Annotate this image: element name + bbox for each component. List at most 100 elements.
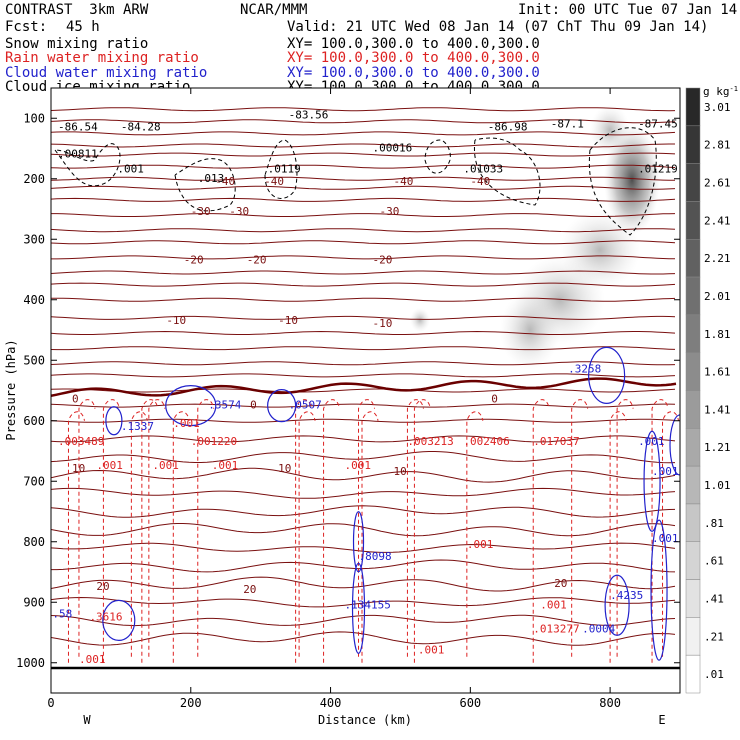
snow-label: -84.28 [121, 120, 161, 133]
cloud-water-contour [588, 346, 626, 404]
colorbar-swatch [685, 390, 701, 429]
temperature-isotherm [51, 505, 676, 518]
temperature-isotherm [51, 197, 676, 202]
isotherm-label: -10 [278, 314, 298, 327]
snow-label: -87.45 [638, 117, 678, 130]
colorbar-swatch [685, 541, 701, 580]
rain-contour [358, 399, 376, 657]
colorbar-swatch [685, 428, 701, 467]
colorbar-level-label: 1.01 [704, 479, 731, 492]
isotherm-label: 0 [72, 393, 79, 406]
rain-label: .003489 [58, 435, 104, 448]
rain-contour [130, 411, 148, 657]
y-tick-label: 800 [23, 535, 45, 549]
y-tick-label: 900 [23, 595, 45, 609]
cloud-water-contours [102, 346, 680, 661]
rain-labels: .003489 .001 .001 .001 .001220 .001 .001 .00321… [58, 417, 580, 666]
isotherm-label: -30 [229, 205, 249, 218]
temperature-isotherm [51, 487, 676, 499]
cloud-water-label: .8098 [359, 550, 392, 563]
snow-label: -87.1 [551, 117, 584, 130]
temperature-isotherm [51, 559, 676, 573]
ice-plume-4 [590, 105, 630, 155]
rain-contour [298, 411, 316, 657]
isotherm-label: 20 [243, 583, 256, 596]
rain-label: .001 [345, 459, 372, 472]
snow-label: -86.98 [488, 120, 528, 133]
isotherm-label: 20 [96, 580, 109, 593]
snow-contour-2 [174, 158, 236, 212]
isotherm-label: -20 [247, 253, 267, 266]
x-tick-label: 600 [459, 696, 481, 710]
isotherm-label: -10 [372, 317, 392, 330]
colorbar-level-label: 2.81 [704, 139, 731, 152]
colorbar-level-label: 1.61 [704, 366, 731, 379]
cloud-water-contour [351, 562, 366, 654]
rain-label: .001 [467, 538, 494, 551]
colorbar: 3.01 2.81 2.61 2.41 2.21 2.01 1.81 1.61 1.41 1.21… [685, 87, 731, 694]
y-tick-label: 1000 [16, 656, 45, 670]
isotherm-label: 10 [72, 462, 85, 475]
colorbar-level-label: .81 [704, 517, 724, 530]
temperature-isotherm [51, 164, 676, 169]
temperature-isotherm [51, 185, 676, 190]
cloud-water-contour [102, 599, 136, 642]
isotherm-label: -40 [264, 175, 284, 188]
y-tick-label: 300 [23, 232, 45, 246]
isotherm-label: -30 [191, 205, 211, 218]
isotherm-label: -20 [184, 253, 204, 266]
temperature-isotherm [51, 361, 676, 366]
colorbar-swatch [685, 163, 701, 202]
rain-contour [616, 399, 634, 657]
colorbar-level-label: 3.01 [704, 101, 731, 114]
isotherm-label: 10 [393, 465, 406, 478]
rain-contour [78, 399, 96, 657]
isotherm-label: 0 [491, 393, 498, 406]
colorbar-swatch [685, 352, 701, 391]
freezing-level-line [51, 377, 677, 398]
snow-label: .01219 [638, 163, 678, 176]
temperature-isotherm [51, 596, 676, 608]
rain-contour [148, 399, 166, 657]
temperature-isotherm [51, 467, 676, 483]
snow-contour-1 [54, 143, 121, 187]
rain-contour [323, 399, 341, 663]
temperature-isotherm [51, 107, 676, 112]
cloud-water-contour [669, 414, 680, 476]
y-tick-label: 500 [23, 353, 45, 367]
y-tick-label: 400 [23, 293, 45, 307]
temperature-isotherm [51, 143, 675, 148]
cloud-water-contour [105, 406, 123, 436]
field-rain-xy: XY= 100.0,300.0 to 400.0,300.0 [287, 50, 540, 66]
snow-label: .00016 [372, 142, 412, 155]
temperature-isotherm [51, 346, 676, 351]
isotherm-label: -40 [393, 175, 413, 188]
temperature-isotherm [51, 373, 676, 378]
rain-label: .017037 [533, 435, 579, 448]
colorbar-swatch [685, 276, 701, 316]
temperature-isotherm [51, 152, 676, 157]
temperature-isotherm [51, 403, 676, 408]
x-end-label-east: E [658, 713, 665, 727]
temperature-isotherm [51, 315, 676, 320]
temperature-isotherm [51, 131, 676, 136]
cloud-ice-shading [410, 105, 660, 370]
plot-frame [50, 87, 681, 694]
cloud-water-label: .134155 [345, 598, 391, 611]
snow-label: .013 [198, 172, 225, 185]
colorbar-level-label: .01 [704, 668, 724, 681]
temperature-isotherm [51, 330, 676, 335]
rain-label: .001 [152, 459, 179, 472]
rain-contour [532, 399, 550, 663]
rain-label: .001220 [191, 435, 237, 448]
colorbar-level-label: .21 [704, 630, 724, 643]
ice-plume-3 [500, 290, 560, 370]
rain-label: .003213 [407, 435, 453, 448]
x-tick-label: 0 [47, 696, 54, 710]
colorbar-swatch [685, 239, 701, 278]
temperature-isotherm [51, 451, 676, 464]
rain-label: .001 [173, 417, 200, 430]
temperature-isotherm [51, 240, 676, 245]
field-snow-name: Snow mixing ratio [5, 36, 149, 52]
